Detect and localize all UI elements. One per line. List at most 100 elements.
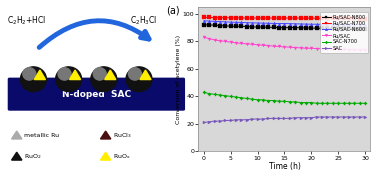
SAC: [250, 118, 254, 120]
SAC-N700: [271, 99, 276, 102]
Circle shape: [129, 68, 141, 80]
Ru/SAC-N800: [352, 28, 356, 30]
Ru/SAC-N800: [288, 27, 292, 29]
SAC-N700: [261, 99, 265, 101]
Ru/SAC-N800: [363, 28, 367, 30]
SAC: [347, 116, 351, 118]
Ru/SAC-N600: [271, 22, 276, 24]
Ru/SAC-N700: [347, 17, 351, 20]
Legend: Ru/SAC-N800, Ru/SAC-N700, Ru/SAC-N600, Ru/SAC, SAC-N700, SAC: Ru/SAC-N800, Ru/SAC-N700, Ru/SAC-N600, R…: [320, 12, 368, 53]
Ru/SAC-N600: [255, 22, 260, 24]
SAC-N700: [288, 101, 292, 103]
Ru/SAC-N600: [288, 23, 292, 25]
Ru/SAC: [325, 48, 330, 50]
Circle shape: [91, 67, 117, 92]
Ru/SAC: [266, 45, 271, 47]
Circle shape: [20, 67, 46, 92]
Ru/SAC-N600: [212, 20, 217, 22]
Ru/SAC-N700: [218, 17, 222, 19]
Text: $\rm C_2H_2$+HCl: $\rm C_2H_2$+HCl: [8, 14, 47, 27]
SAC: [320, 116, 324, 118]
SAC: [234, 119, 239, 121]
Polygon shape: [101, 152, 111, 160]
SAC: [363, 116, 367, 118]
SAC-N700: [245, 97, 249, 99]
Polygon shape: [101, 131, 111, 139]
SAC: [218, 120, 222, 122]
Ru/SAC-N700: [212, 17, 217, 19]
Ru/SAC: [212, 39, 217, 41]
Ru/SAC-N700: [234, 17, 239, 19]
Ru/SAC-N600: [228, 21, 233, 23]
Ru/SAC-N800: [282, 27, 287, 29]
Ru/SAC: [309, 47, 314, 49]
Ru/SAC-N600: [352, 24, 356, 26]
Ru/SAC-N700: [298, 17, 303, 19]
Ru/SAC-N600: [250, 22, 254, 24]
Ru/SAC-N800: [245, 26, 249, 28]
Ru/SAC-N700: [293, 17, 297, 19]
SAC-N700: [293, 101, 297, 103]
Ru/SAC-N600: [282, 23, 287, 25]
Ru/SAC-N700: [352, 17, 356, 20]
Polygon shape: [12, 131, 22, 139]
Polygon shape: [140, 70, 151, 80]
Circle shape: [58, 68, 71, 80]
SAC-N700: [277, 100, 281, 102]
Ru/SAC-N800: [255, 26, 260, 28]
Ru/SAC: [298, 47, 303, 49]
SAC: [261, 118, 265, 120]
Circle shape: [93, 68, 106, 80]
Ru/SAC-N800: [228, 25, 233, 27]
Ru/SAC-N700: [309, 17, 314, 19]
Ru/SAC-N700: [325, 17, 330, 19]
Ru/SAC: [277, 45, 281, 48]
Ru/SAC-N700: [266, 17, 271, 19]
Ru/SAC: [239, 42, 244, 45]
Ru/SAC-N700: [304, 17, 308, 19]
SAC: [271, 117, 276, 120]
Ru/SAC-N600: [207, 20, 211, 22]
Ru/SAC-N700: [271, 17, 276, 19]
Ru/SAC-N700: [245, 17, 249, 19]
Ru/SAC-N700: [255, 17, 260, 19]
SAC-N700: [223, 95, 228, 97]
SAC-N700: [212, 93, 217, 95]
Ru/SAC-N600: [309, 23, 314, 25]
SAC-N700: [218, 94, 222, 96]
SAC-N700: [325, 102, 330, 104]
Ru/SAC-N800: [304, 27, 308, 29]
Ru/SAC: [234, 42, 239, 44]
Ru/SAC-N600: [298, 23, 303, 25]
SAC-N700: [363, 102, 367, 104]
Ru/SAC-N800: [207, 24, 211, 26]
SAC: [288, 117, 292, 120]
Ru/SAC: [293, 46, 297, 49]
FancyBboxPatch shape: [8, 78, 184, 110]
SAC-N700: [352, 102, 356, 104]
Ru/SAC: [261, 44, 265, 46]
SAC-N700: [314, 102, 319, 104]
SAC-N700: [336, 102, 341, 104]
Ru/SAC-N700: [341, 17, 346, 20]
Ru/SAC-N800: [336, 27, 341, 29]
SAC: [255, 118, 260, 120]
Ru/SAC: [223, 40, 228, 42]
SAC: [277, 117, 281, 120]
Ru/SAC-N600: [314, 23, 319, 25]
Ru/SAC-N800: [314, 27, 319, 29]
SAC-N700: [234, 96, 239, 98]
Ru/SAC: [245, 43, 249, 45]
Ru/SAC-N700: [314, 17, 319, 19]
Text: $\rm RuO_x$: $\rm RuO_x$: [113, 152, 131, 161]
Ru/SAC: [288, 46, 292, 48]
Ru/SAC: [352, 49, 356, 51]
SAC-N700: [266, 99, 271, 102]
Circle shape: [23, 68, 36, 80]
Ru/SAC: [228, 41, 233, 43]
Ru/SAC-N800: [309, 27, 314, 29]
SAC: [325, 116, 330, 118]
Ru/SAC: [255, 44, 260, 46]
SAC: [223, 119, 228, 121]
Ru/SAC-N800: [261, 26, 265, 28]
